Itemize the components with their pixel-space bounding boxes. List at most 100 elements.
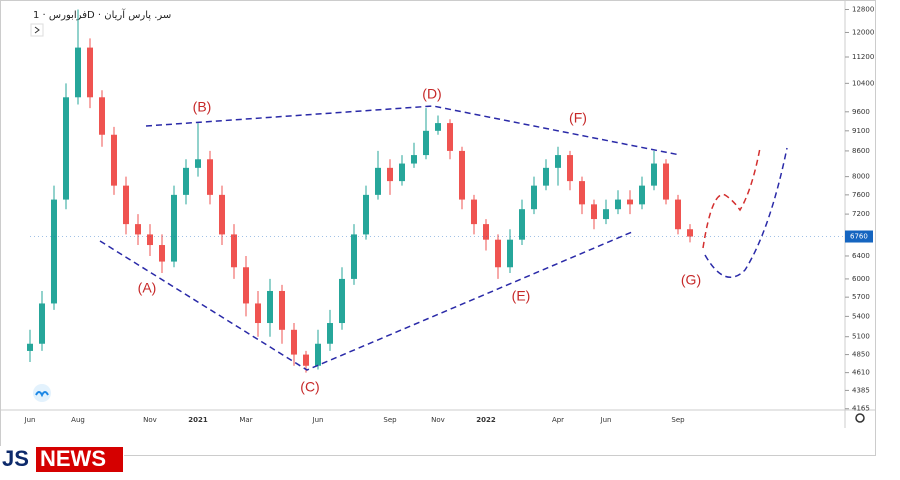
chart-title: فرابورس · 1D · سر. پارس آریان bbox=[33, 8, 171, 21]
wave-label: (G) bbox=[681, 272, 701, 288]
candle-body bbox=[183, 167, 189, 195]
candle-body bbox=[363, 194, 369, 235]
candle-body bbox=[87, 47, 93, 98]
plot: 4165 4385 4610 4850 5100 5400 5700 6000 6400 7200… bbox=[24, 6, 875, 424]
projection-line bbox=[702, 147, 761, 249]
frame bbox=[0, 0, 876, 456]
candle-body bbox=[315, 343, 321, 366]
candle-body bbox=[39, 303, 45, 344]
y-tick-label: 10400 bbox=[852, 79, 874, 87]
y-tick-label: 8600 bbox=[852, 147, 870, 155]
candle-body bbox=[243, 267, 249, 304]
candle-body bbox=[231, 234, 237, 268]
x-tick-label: Nov bbox=[143, 416, 157, 424]
candle-body bbox=[291, 329, 297, 355]
x-tick-label: Apr bbox=[552, 416, 564, 424]
collapse-icon bbox=[34, 26, 40, 34]
y-tick-label: 4165 bbox=[852, 405, 870, 413]
watermark: JS bbox=[2, 446, 29, 471]
candle-body bbox=[147, 234, 153, 246]
candle-body bbox=[603, 209, 609, 220]
y-tick-label: 4610 bbox=[852, 369, 870, 377]
candle-body bbox=[435, 123, 441, 131]
candle-body bbox=[135, 224, 141, 235]
candle-body bbox=[75, 47, 81, 98]
candle-body bbox=[279, 290, 285, 330]
y-tick-label: 6000 bbox=[852, 275, 870, 283]
candle-body bbox=[123, 185, 129, 225]
wave-label: (F) bbox=[569, 110, 587, 126]
candle-body bbox=[447, 123, 453, 151]
candle-body bbox=[351, 234, 357, 279]
x-tick-label: Sep bbox=[383, 416, 397, 424]
wave-label: (B) bbox=[193, 99, 212, 115]
settings-icon[interactable] bbox=[855, 413, 865, 423]
candle-body bbox=[111, 134, 117, 186]
candle-body bbox=[387, 167, 393, 182]
candle-body bbox=[567, 155, 573, 182]
y-tick-label: 9600 bbox=[852, 108, 870, 116]
candle-body bbox=[639, 185, 645, 205]
collapse-button[interactable] bbox=[30, 23, 44, 37]
wave-label: (A) bbox=[138, 280, 157, 296]
y-tick-label: 8000 bbox=[852, 173, 870, 181]
y-tick-label: 12000 bbox=[852, 28, 874, 36]
x-tick-label: Jun bbox=[312, 416, 324, 424]
x-tick-label: Jun bbox=[24, 416, 36, 424]
candle-body bbox=[651, 163, 657, 186]
candle-body bbox=[327, 323, 333, 344]
candle-body bbox=[219, 194, 225, 235]
y-tick-label: 7200 bbox=[852, 210, 870, 218]
candle-body bbox=[555, 155, 561, 168]
candle-body bbox=[675, 199, 681, 230]
candle-body bbox=[99, 97, 105, 135]
candle-body bbox=[255, 303, 261, 324]
y-tick-label: 7600 bbox=[852, 191, 870, 199]
candle-body bbox=[459, 150, 465, 200]
candle-body bbox=[267, 290, 273, 324]
candle-body bbox=[483, 224, 489, 240]
candle-body bbox=[531, 185, 537, 210]
last-price-tag bbox=[845, 230, 873, 243]
candle-body bbox=[303, 354, 309, 366]
y-tick-label: 6400 bbox=[852, 252, 870, 260]
candle-body bbox=[579, 181, 585, 205]
candle-body bbox=[507, 239, 513, 268]
candle-body bbox=[687, 229, 693, 237]
candle-body bbox=[399, 163, 405, 182]
candle-body bbox=[519, 209, 525, 240]
watermark: NEWS bbox=[40, 446, 106, 471]
y-tick-label: 4385 bbox=[852, 386, 870, 394]
x-tick-label: Nov bbox=[431, 416, 445, 424]
y-tick-label: 12800 bbox=[852, 6, 874, 14]
candle-body bbox=[171, 194, 177, 262]
candle-body bbox=[375, 167, 381, 195]
candle-body bbox=[159, 245, 165, 262]
x-tick-label: Mar bbox=[239, 416, 252, 424]
x-tick-label: 2022 bbox=[476, 416, 496, 424]
candle-body bbox=[627, 199, 633, 205]
x-tick-label: 2021 bbox=[188, 416, 208, 424]
candle-body bbox=[411, 155, 417, 164]
y-tick-label: 4850 bbox=[852, 351, 870, 359]
candle-body bbox=[339, 278, 345, 324]
candle-body bbox=[615, 199, 621, 210]
wave-label: (C) bbox=[300, 379, 319, 395]
candle-body bbox=[195, 159, 201, 168]
logo bbox=[33, 384, 51, 402]
x-tick-label: Jun bbox=[600, 416, 612, 424]
last-price-label: 6760 bbox=[850, 233, 868, 241]
candle-body bbox=[543, 167, 549, 186]
y-tick-label: 5100 bbox=[852, 333, 870, 341]
y-tick-label: 11200 bbox=[852, 53, 874, 61]
y-tick-label: 5700 bbox=[852, 293, 870, 301]
candle-body bbox=[495, 239, 501, 268]
candle-body bbox=[207, 159, 213, 195]
candle-body bbox=[591, 204, 597, 220]
x-tick-label: Sep bbox=[671, 416, 685, 424]
candle-body bbox=[663, 163, 669, 200]
x-tick-label: Aug bbox=[71, 416, 85, 424]
candle-body bbox=[51, 199, 57, 304]
candle-body bbox=[423, 130, 429, 156]
